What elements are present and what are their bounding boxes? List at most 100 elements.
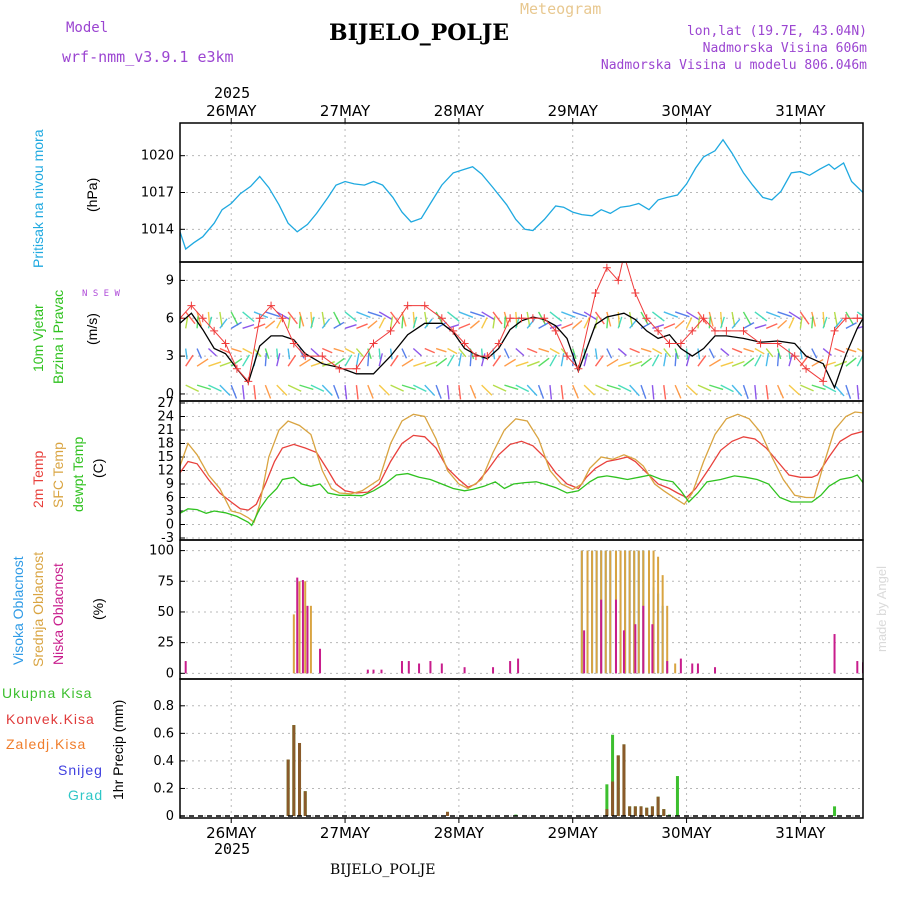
bar-visoka-oblacnost	[642, 550, 645, 674]
wind-barb	[811, 384, 826, 391]
bar-niska-oblacnost	[492, 667, 495, 674]
wind-barb	[253, 353, 258, 367]
bar-ukupna-kisa	[514, 814, 518, 816]
wind-barb	[799, 316, 803, 329]
tick-label-y: 6	[166, 311, 174, 326]
bar-ukupna-kisa	[303, 791, 307, 816]
wind-barb	[617, 316, 623, 329]
wind-barb	[390, 384, 404, 392]
wind-barb	[184, 348, 188, 360]
wind-barb	[480, 348, 484, 360]
wind-barb	[663, 348, 672, 358]
bar-ukupna-kisa	[833, 806, 837, 816]
wind-barb	[401, 358, 414, 367]
wind-barb	[504, 358, 517, 367]
wind-barb	[287, 311, 298, 325]
bar-srednja-oblacnost	[624, 550, 627, 674]
wind-barb	[333, 357, 345, 367]
wind-barb	[572, 311, 588, 318]
wind-barb	[720, 361, 734, 367]
bar-srednja-oblacnost	[292, 614, 295, 674]
wind-barb	[606, 316, 609, 329]
panel-frame-precip	[179, 678, 864, 819]
wind-barb	[276, 348, 279, 360]
wind-barb	[606, 348, 613, 359]
gust-marker	[244, 377, 253, 386]
wind-barb	[298, 316, 302, 329]
wind-barb	[663, 385, 667, 400]
gust-marker	[278, 314, 287, 323]
wind-barb	[231, 347, 242, 353]
wind-barb	[537, 384, 545, 399]
wind-barb	[378, 311, 393, 321]
gust-marker	[517, 314, 526, 323]
wind-barb	[651, 354, 660, 367]
lonlat-info: lon,lat (19.7E, 43.04N)	[686, 24, 867, 39]
wind-barb	[196, 311, 202, 327]
wind-barb	[424, 384, 436, 397]
wind-barb	[834, 384, 845, 397]
bar-srednja-oblacnost	[652, 550, 655, 674]
wind-barb	[538, 347, 550, 353]
wind-barb	[481, 317, 488, 329]
wind-barb	[822, 361, 836, 367]
bar-srednja-oblacnost	[633, 550, 636, 674]
ylabel-pressure: Pritisak na nivou mora	[30, 129, 46, 268]
wind-barb	[537, 311, 547, 326]
ylabel-cloud-mid: Srednja Oblacnost	[30, 551, 46, 667]
wind-barb	[822, 316, 828, 329]
wind-barb	[697, 311, 708, 325]
bar-ukupna-kisa	[622, 744, 626, 816]
wind-barb	[811, 316, 814, 329]
wind-barb	[401, 348, 408, 359]
wind-barb	[708, 316, 712, 329]
gust-marker	[187, 301, 196, 310]
gust-marker	[853, 314, 862, 323]
gust-marker	[819, 377, 828, 386]
bar-niska-oblacnost	[440, 663, 443, 674]
wind-barb	[526, 318, 536, 329]
bar-konvek-kisa	[639, 806, 643, 816]
wind-barb	[253, 385, 257, 400]
bar-ukupna-kisa	[298, 742, 302, 816]
wind-barb	[526, 360, 540, 367]
day-label-bottom: 29MAY	[548, 824, 599, 842]
wind-barb	[776, 352, 780, 367]
wind-barb	[674, 352, 677, 367]
gust-marker	[859, 314, 863, 323]
wind-barb	[367, 320, 378, 329]
gust-marker	[591, 289, 600, 298]
wind-barb	[743, 357, 755, 367]
bar-ukupna-kisa	[675, 776, 679, 816]
wind-barb	[743, 347, 754, 353]
plot-area-wind	[180, 262, 863, 400]
wind-barb	[629, 360, 643, 367]
gust-marker	[420, 301, 429, 310]
gust-marker	[221, 339, 230, 348]
wind-barb	[321, 318, 331, 329]
day-label-bottom: 31MAY	[775, 824, 826, 842]
tick-label-y: 3	[166, 504, 174, 519]
wind-barb	[480, 353, 486, 367]
wind-barb	[742, 311, 752, 326]
day-label-top: 31MAY	[775, 102, 826, 120]
wind-barb	[344, 324, 357, 330]
wind-barb	[731, 360, 745, 367]
wind-barb	[834, 318, 843, 329]
wind-barb	[765, 353, 770, 367]
day-label-bottom: 28MAY	[434, 824, 485, 842]
gust-marker	[180, 314, 184, 323]
wind-barb	[242, 354, 251, 367]
wind-barb	[845, 357, 857, 367]
legend-total-rain: Ukupna Kisa	[2, 685, 93, 701]
wind-barb	[322, 347, 333, 354]
wind-barb	[549, 385, 553, 400]
wind-barb	[572, 384, 579, 399]
wind-barb	[412, 316, 418, 329]
legend-frozen-rain: Zaledj.Kisa	[6, 736, 87, 752]
bar-niska-oblacnost	[372, 669, 375, 674]
wind-barb	[447, 324, 460, 330]
series-line-2m-temp	[180, 430, 863, 511]
model-altitude-info: Nadmorska Visina u modelu 806.046m	[600, 58, 867, 73]
bar-srednja-oblacnost	[657, 556, 660, 674]
